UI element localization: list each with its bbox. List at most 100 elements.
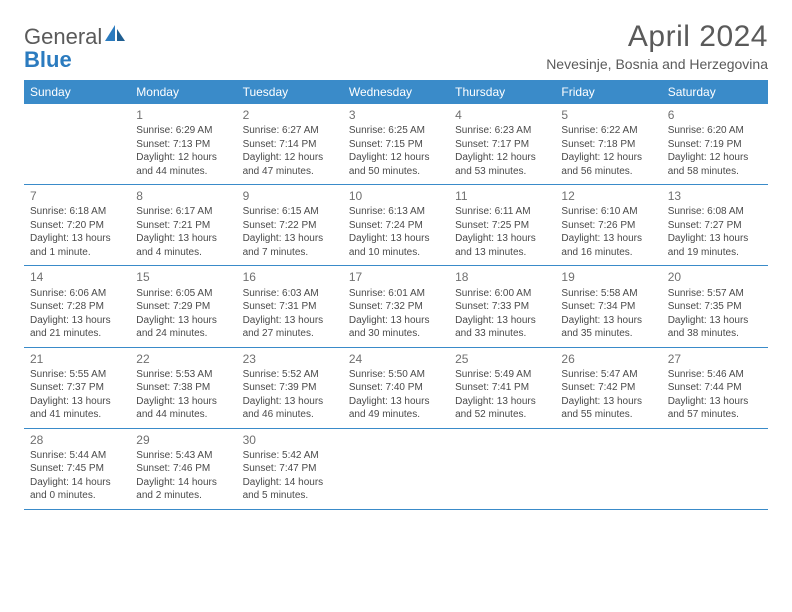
daylight-text: and 47 minutes. <box>243 165 337 179</box>
day-cell: 5Sunrise: 6:22 AMSunset: 7:18 PMDaylight… <box>555 104 661 184</box>
daylight-text: Daylight: 14 hours <box>30 476 124 490</box>
daylight-text: and 44 minutes. <box>136 408 230 422</box>
calendar-page: General Blue April 2024 Nevesinje, Bosni… <box>0 0 792 530</box>
day-number: 5 <box>561 107 655 123</box>
day-header-thu: Thursday <box>449 80 555 104</box>
day-header-sun: Sunday <box>24 80 130 104</box>
month-title: April 2024 <box>546 20 768 54</box>
daylight-text: Daylight: 12 hours <box>668 151 762 165</box>
daylight-text: Daylight: 13 hours <box>561 314 655 328</box>
title-block: April 2024 Nevesinje, Bosnia and Herzego… <box>546 20 768 72</box>
sunrise-text: Sunrise: 5:42 AM <box>243 449 337 463</box>
daylight-text: Daylight: 12 hours <box>243 151 337 165</box>
sunset-text: Sunset: 7:46 PM <box>136 462 230 476</box>
sail-icon <box>104 24 126 42</box>
day-cell: 19Sunrise: 5:58 AMSunset: 7:34 PMDayligh… <box>555 266 661 346</box>
daylight-text: and 10 minutes. <box>349 246 443 260</box>
week-row: 14Sunrise: 6:06 AMSunset: 7:28 PMDayligh… <box>24 266 768 347</box>
sunset-text: Sunset: 7:19 PM <box>668 138 762 152</box>
day-cell: 12Sunrise: 6:10 AMSunset: 7:26 PMDayligh… <box>555 185 661 265</box>
day-cell: 9Sunrise: 6:15 AMSunset: 7:22 PMDaylight… <box>237 185 343 265</box>
daylight-text: and 27 minutes. <box>243 327 337 341</box>
daylight-text: and 58 minutes. <box>668 165 762 179</box>
daylight-text: Daylight: 13 hours <box>243 232 337 246</box>
daylight-text: and 7 minutes. <box>243 246 337 260</box>
day-cell <box>555 429 661 509</box>
sunset-text: Sunset: 7:32 PM <box>349 300 443 314</box>
day-cell: 21Sunrise: 5:55 AMSunset: 7:37 PMDayligh… <box>24 348 130 428</box>
daylight-text: Daylight: 13 hours <box>455 232 549 246</box>
sunset-text: Sunset: 7:35 PM <box>668 300 762 314</box>
daylight-text: and 2 minutes. <box>136 489 230 503</box>
sunset-text: Sunset: 7:38 PM <box>136 381 230 395</box>
day-number: 26 <box>561 351 655 367</box>
weeks-container: 1Sunrise: 6:29 AMSunset: 7:13 PMDaylight… <box>24 104 768 510</box>
day-header-mon: Monday <box>130 80 236 104</box>
sunset-text: Sunset: 7:37 PM <box>30 381 124 395</box>
day-cell <box>24 104 130 184</box>
day-header-wed: Wednesday <box>343 80 449 104</box>
sunrise-text: Sunrise: 6:06 AM <box>30 287 124 301</box>
sunrise-text: Sunrise: 5:53 AM <box>136 368 230 382</box>
day-number: 11 <box>455 188 549 204</box>
daylight-text: Daylight: 13 hours <box>668 232 762 246</box>
logo-text: General Blue <box>24 26 126 72</box>
daylight-text: Daylight: 13 hours <box>561 395 655 409</box>
sunset-text: Sunset: 7:20 PM <box>30 219 124 233</box>
sunset-text: Sunset: 7:15 PM <box>349 138 443 152</box>
day-number: 23 <box>243 351 337 367</box>
day-number: 9 <box>243 188 337 204</box>
day-number: 12 <box>561 188 655 204</box>
sunrise-text: Sunrise: 6:10 AM <box>561 205 655 219</box>
daylight-text: and 0 minutes. <box>30 489 124 503</box>
sunset-text: Sunset: 7:27 PM <box>668 219 762 233</box>
day-number: 6 <box>668 107 762 123</box>
sunrise-text: Sunrise: 6:20 AM <box>668 124 762 138</box>
sunrise-text: Sunrise: 5:47 AM <box>561 368 655 382</box>
sunrise-text: Sunrise: 6:22 AM <box>561 124 655 138</box>
sunset-text: Sunset: 7:28 PM <box>30 300 124 314</box>
day-number: 14 <box>30 269 124 285</box>
daylight-text: Daylight: 13 hours <box>455 395 549 409</box>
sunrise-text: Sunrise: 5:46 AM <box>668 368 762 382</box>
sunset-text: Sunset: 7:47 PM <box>243 462 337 476</box>
sunset-text: Sunset: 7:29 PM <box>136 300 230 314</box>
day-cell: 24Sunrise: 5:50 AMSunset: 7:40 PMDayligh… <box>343 348 449 428</box>
sunset-text: Sunset: 7:21 PM <box>136 219 230 233</box>
daylight-text: Daylight: 13 hours <box>136 395 230 409</box>
day-number: 7 <box>30 188 124 204</box>
daylight-text: Daylight: 13 hours <box>136 232 230 246</box>
week-row: 28Sunrise: 5:44 AMSunset: 7:45 PMDayligh… <box>24 429 768 510</box>
daylight-text: Daylight: 13 hours <box>349 395 443 409</box>
daylight-text: Daylight: 13 hours <box>668 395 762 409</box>
daylight-text: and 38 minutes. <box>668 327 762 341</box>
sunset-text: Sunset: 7:17 PM <box>455 138 549 152</box>
day-cell: 23Sunrise: 5:52 AMSunset: 7:39 PMDayligh… <box>237 348 343 428</box>
day-number: 10 <box>349 188 443 204</box>
daylight-text: Daylight: 13 hours <box>561 232 655 246</box>
day-cell: 6Sunrise: 6:20 AMSunset: 7:19 PMDaylight… <box>662 104 768 184</box>
sunrise-text: Sunrise: 6:29 AM <box>136 124 230 138</box>
day-number: 3 <box>349 107 443 123</box>
daylight-text: Daylight: 13 hours <box>243 314 337 328</box>
day-cell <box>343 429 449 509</box>
daylight-text: and 24 minutes. <box>136 327 230 341</box>
day-number: 15 <box>136 269 230 285</box>
sunset-text: Sunset: 7:13 PM <box>136 138 230 152</box>
day-cell: 20Sunrise: 5:57 AMSunset: 7:35 PMDayligh… <box>662 266 768 346</box>
day-cell: 16Sunrise: 6:03 AMSunset: 7:31 PMDayligh… <box>237 266 343 346</box>
daylight-text: Daylight: 13 hours <box>243 395 337 409</box>
daylight-text: Daylight: 13 hours <box>30 314 124 328</box>
day-number: 2 <box>243 107 337 123</box>
daylight-text: and 46 minutes. <box>243 408 337 422</box>
day-number: 28 <box>30 432 124 448</box>
day-number: 18 <box>455 269 549 285</box>
sunrise-text: Sunrise: 5:49 AM <box>455 368 549 382</box>
sunrise-text: Sunrise: 6:05 AM <box>136 287 230 301</box>
daylight-text: Daylight: 13 hours <box>30 395 124 409</box>
sunrise-text: Sunrise: 6:18 AM <box>30 205 124 219</box>
daylight-text: Daylight: 12 hours <box>561 151 655 165</box>
sunrise-text: Sunrise: 6:17 AM <box>136 205 230 219</box>
daylight-text: and 5 minutes. <box>243 489 337 503</box>
week-row: 7Sunrise: 6:18 AMSunset: 7:20 PM Daylight… <box>24 185 768 266</box>
